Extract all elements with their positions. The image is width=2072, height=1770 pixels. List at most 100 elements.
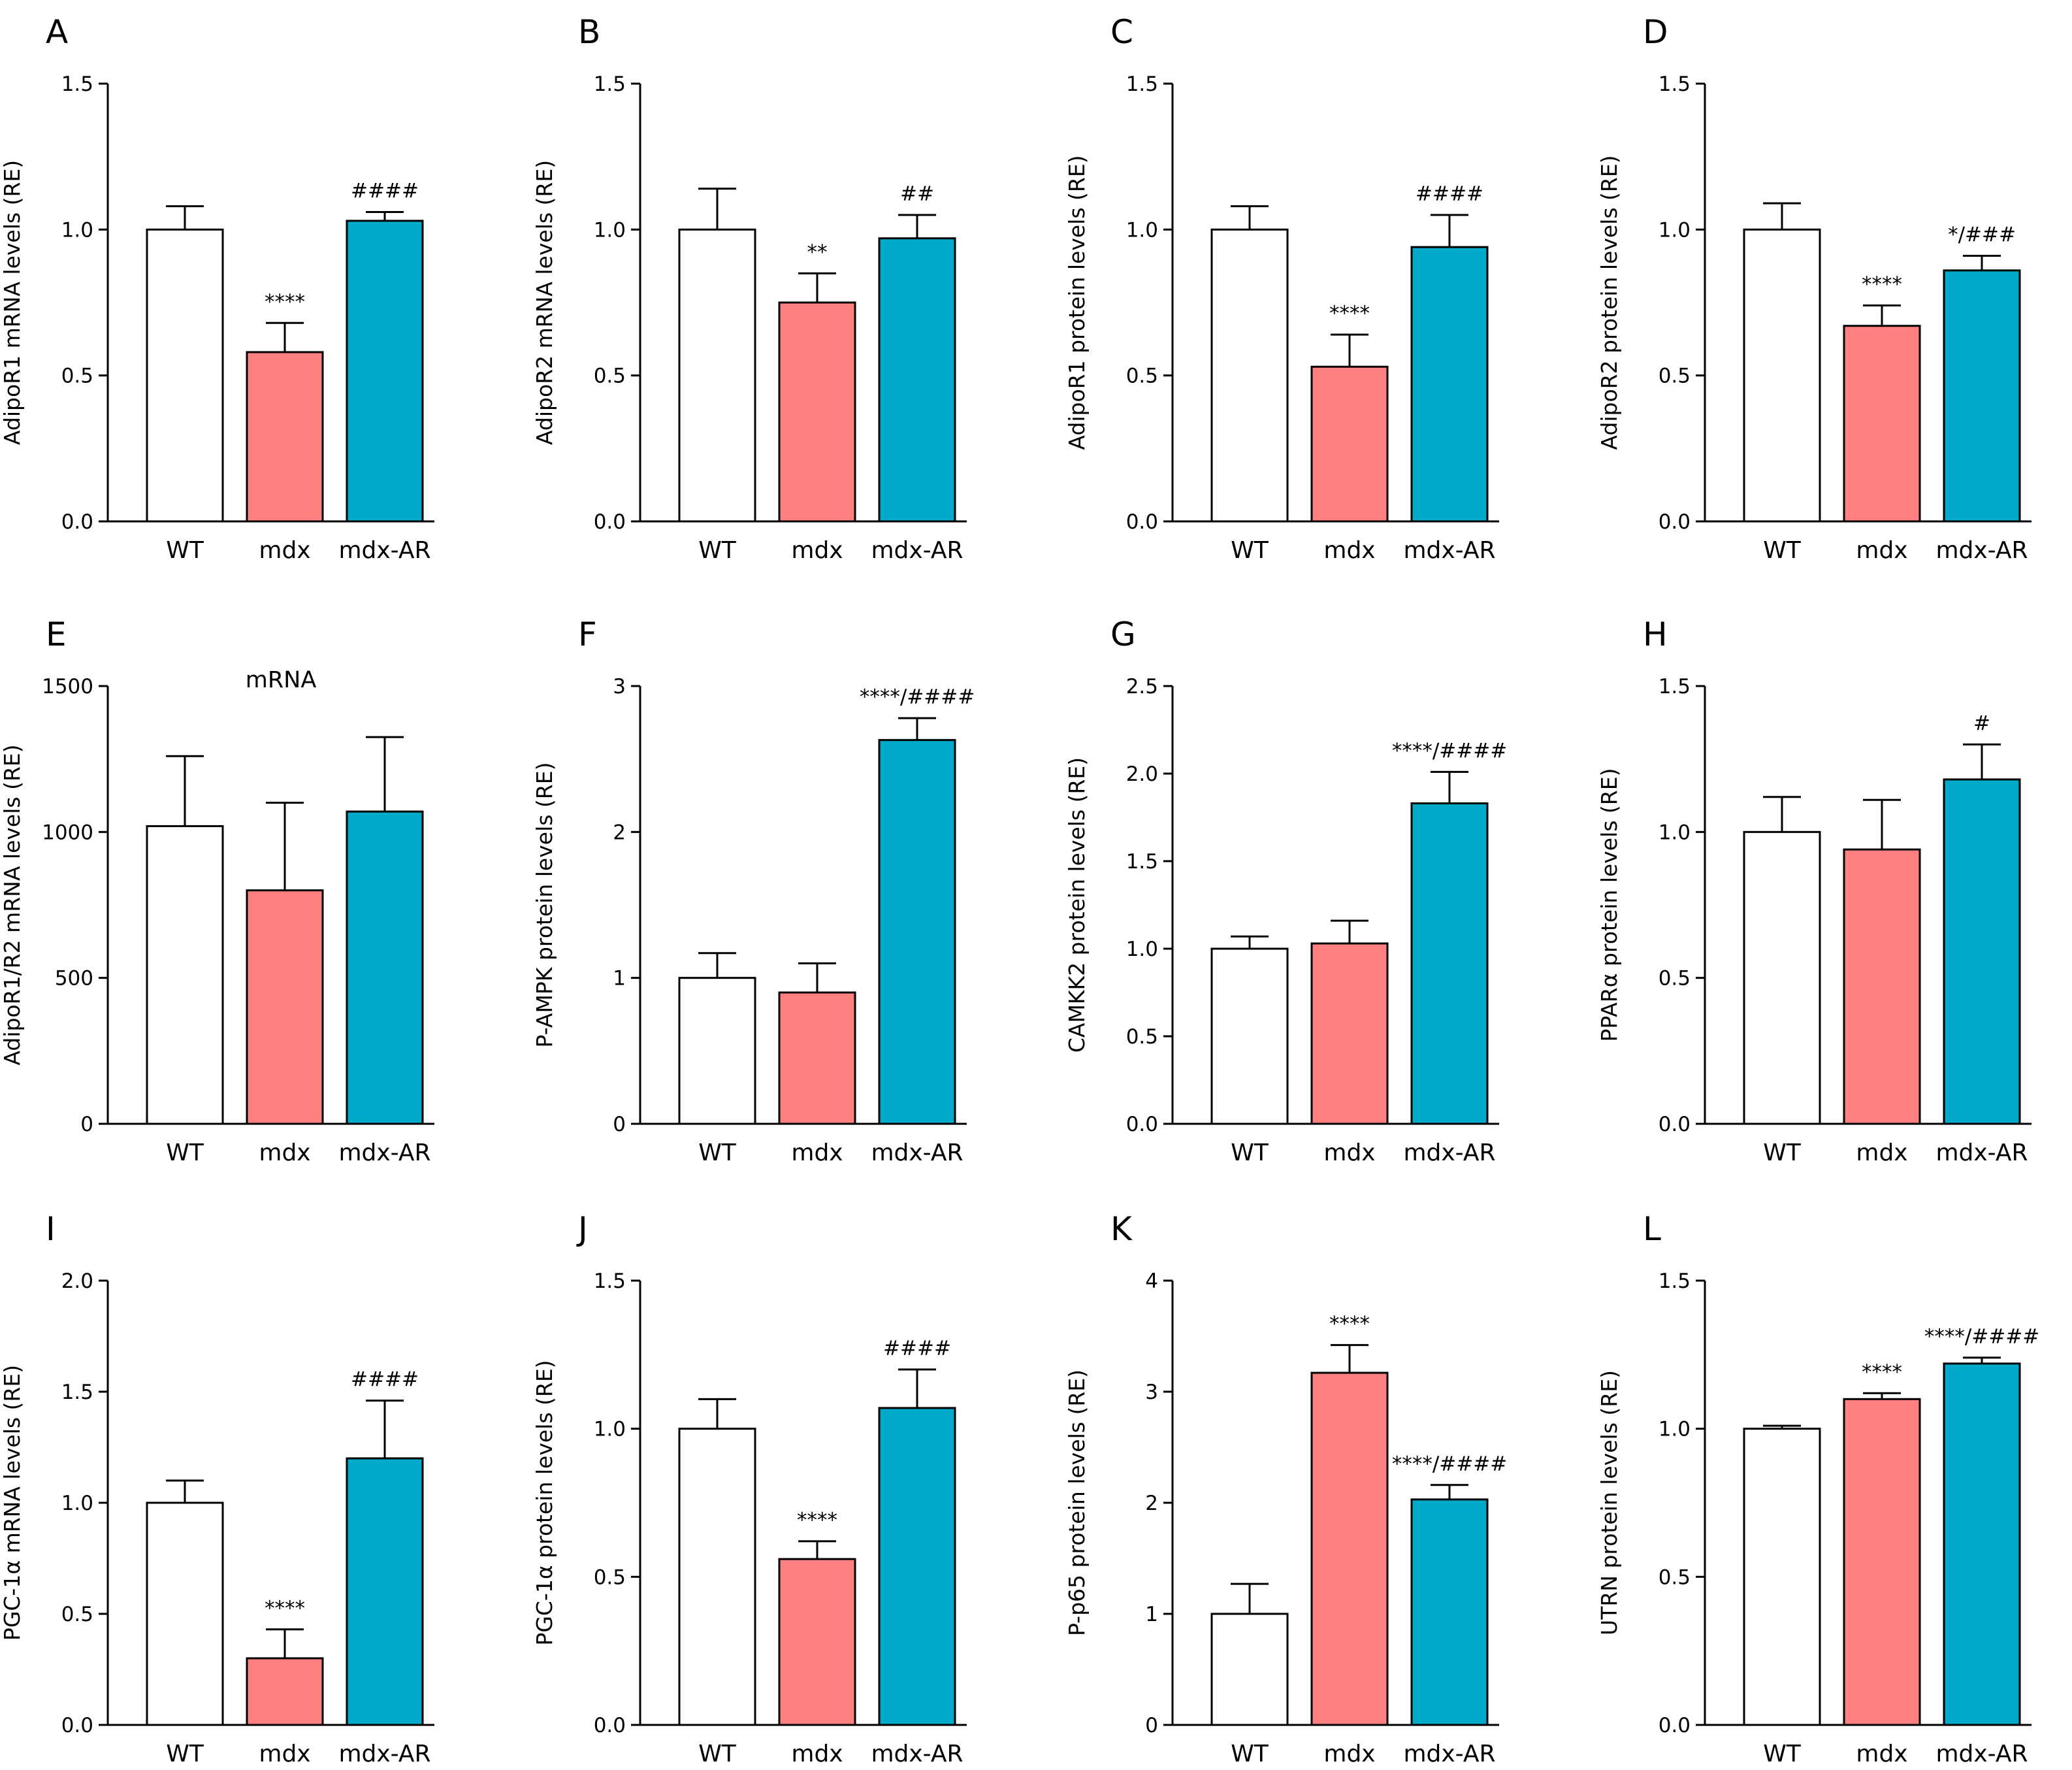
panel-f: F 0 1 2 3 P-AMPK protein levels (RE) WT mdx ****… <box>532 615 975 1166</box>
panel-a-tick-label: 0.0 <box>61 510 93 534</box>
panel-a-bar-wt <box>146 228 224 523</box>
panel-e-category-label: mdx-AR <box>338 1139 430 1166</box>
panel-e-subtitle: mRNA <box>246 667 317 693</box>
panel-e-bar-mdx <box>246 889 324 1125</box>
panel-d-bar-mdx <box>1843 325 1921 523</box>
panel-l-tick-label: 0.5 <box>1659 1565 1691 1589</box>
panel-c-category-label: WT <box>1231 537 1269 564</box>
panel-j: J 0.0 0.5 1.0 1.5 PGC-1α protein levels (RE) W… <box>532 1210 967 1767</box>
panel-d-bar-mdx-ar <box>1943 269 2021 523</box>
panel-f-category-label: WT <box>698 1139 737 1166</box>
panel-i-annotation: **** <box>265 1597 305 1620</box>
panel-g-tick-label: 1.5 <box>1126 850 1158 874</box>
panel-f-tick-label: 3 <box>613 675 626 698</box>
panel-k-category-label: WT <box>1231 1741 1269 1767</box>
panel-k-bar-mdx <box>1310 1371 1389 1726</box>
panel-k-bar-mdx-ar <box>1410 1498 1489 1726</box>
panel-j-tick-label: 0.5 <box>594 1565 626 1589</box>
panel-j-annotation: **** <box>797 1509 837 1532</box>
panel-d-category-label: WT <box>1763 537 1802 564</box>
panel-i-bar-mdx <box>246 1657 324 1726</box>
panel-b-bar-mdx <box>778 301 856 523</box>
panel-d: D 0.0 0.5 1.0 1.5 AdipoR2 protein levels (RE)… <box>1596 13 2032 564</box>
panel-j-tick-label: 1.5 <box>594 1270 626 1293</box>
panel-i-tick-label: 1.5 <box>61 1381 93 1404</box>
panel-f-tick-label: 0 <box>613 1113 626 1136</box>
panel-i-bar-mdx-ar <box>346 1457 424 1726</box>
panel-e-tick-label: 1500 <box>42 675 93 698</box>
panel-e-tick-label: 500 <box>55 967 93 991</box>
panel-a-category-label: mdx-AR <box>338 537 430 564</box>
panel-i-tick-label: 2.0 <box>61 1270 93 1293</box>
panel-j-category-label: mdx-AR <box>871 1741 963 1767</box>
panel-h-category-label: mdx <box>1856 1139 1907 1166</box>
panel-a-label: A <box>46 13 68 51</box>
panel-j-category-label: WT <box>698 1741 737 1767</box>
panel-i-tick-label: 0.5 <box>61 1603 93 1626</box>
panel-f-tick-label: 2 <box>613 821 626 844</box>
panel-c-bar-mdx <box>1310 365 1389 523</box>
panel-f-tick-label: 1 <box>613 967 626 991</box>
panel-h-annotation: # <box>1973 712 1990 735</box>
panel-l-tick-label: 0.0 <box>1659 1714 1691 1737</box>
panel-a-category-label: WT <box>166 537 204 564</box>
panel-l-bar-mdx-ar <box>1943 1362 2021 1726</box>
panel-g: G 0.0 0.5 1.0 1.5 2.0 2.5 CAMKK2 protein levels… <box>1064 615 1507 1166</box>
panel-k-bar-wt <box>1210 1613 1289 1726</box>
panel-e-tick-label: 1000 <box>42 821 93 844</box>
panel-i-tick-label: 0.0 <box>61 1714 93 1737</box>
panel-c-ylabel: AdipoR1 protein levels (RE) <box>1064 155 1090 450</box>
panel-j-bar-wt <box>678 1428 756 1726</box>
panel-c: C 0.0 0.5 1.0 1.5 AdipoR1 protein levels (RE)… <box>1064 13 1499 564</box>
panel-k-tick-label: 3 <box>1145 1381 1158 1404</box>
panel-j-bar-mdx-ar <box>878 1407 956 1726</box>
panel-b-tick-label: 0.0 <box>594 510 626 534</box>
panel-j-ylabel: PGC-1α protein levels (RE) <box>532 1360 557 1645</box>
panel-f-bar-mdx-ar <box>878 739 956 1125</box>
panel-l-bar-mdx <box>1843 1398 1921 1726</box>
panel-j-tick-label: 0.0 <box>594 1714 626 1737</box>
panel-b-category-label: mdx-AR <box>871 537 963 564</box>
panel-b-tick-label: 0.5 <box>594 365 626 388</box>
panel-l-category-label: WT <box>1763 1741 1802 1767</box>
panel-a-bar-mdx-ar <box>346 220 424 523</box>
panel-k-annotation: ****/#### <box>1392 1452 1507 1476</box>
panel-a-ylabel: AdipoR1 mRNA levels (RE) <box>0 160 25 445</box>
panel-i-ylabel: PGC-1α mRNA levels (RE) <box>0 1365 25 1641</box>
panel-c-annotation: #### <box>1416 182 1483 206</box>
panel-i-category-label: mdx <box>259 1741 310 1767</box>
panel-k-category-label: mdx-AR <box>1403 1741 1495 1767</box>
panel-k-tick-label: 2 <box>1145 1492 1158 1515</box>
panel-h-category-label: WT <box>1763 1139 1802 1166</box>
panel-f-category-label: mdx <box>791 1139 843 1166</box>
panel-a-annotation: **** <box>265 290 305 314</box>
panel-k-tick-label: 1 <box>1145 1603 1158 1626</box>
panel-a-tick-label: 1.5 <box>61 73 93 96</box>
panel-h-ylabel: PPARα protein levels (RE) <box>1596 768 1622 1042</box>
panel-k: K 0 1 2 3 4 P-p65 protein levels (RE) WT **** mdx… <box>1064 1210 1507 1767</box>
panel-c-label: C <box>1110 13 1133 51</box>
panel-i-label: I <box>46 1210 56 1248</box>
panel-b-bar-wt <box>678 228 756 523</box>
panel-a-bar-mdx <box>246 351 324 523</box>
panel-d-label: D <box>1643 13 1668 51</box>
panel-j-category-label: mdx <box>791 1741 843 1767</box>
panel-h-tick-label: 0.0 <box>1659 1113 1691 1136</box>
panel-b-ylabel: AdipoR2 mRNA levels (RE) <box>532 160 557 445</box>
panel-h-tick-label: 1.0 <box>1659 821 1691 844</box>
panel-g-tick-label: 1.0 <box>1126 938 1158 961</box>
panel-l-label: L <box>1643 1210 1661 1248</box>
panel-g-annotation: ****/#### <box>1392 739 1507 762</box>
panel-a-tick-label: 1.0 <box>61 218 93 242</box>
panel-h: H 0.0 0.5 1.0 1.5 PPARα protein levels (RE) WT… <box>1596 615 2032 1166</box>
panel-j-bar-mdx <box>778 1558 856 1726</box>
panel-d-annotation: */### <box>1948 223 2016 247</box>
panel-k-category-label: mdx <box>1323 1741 1375 1767</box>
panel-l-bar-wt <box>1743 1428 1821 1726</box>
panel-c-annotation: **** <box>1329 302 1370 325</box>
panel-b-tick-label: 1.0 <box>594 218 626 242</box>
panel-e-tick-label: 0 <box>80 1113 93 1136</box>
panel-f-label: F <box>578 615 597 653</box>
panel-j-tick-label: 1.0 <box>594 1418 626 1441</box>
panel-g-bar-wt <box>1210 947 1289 1125</box>
